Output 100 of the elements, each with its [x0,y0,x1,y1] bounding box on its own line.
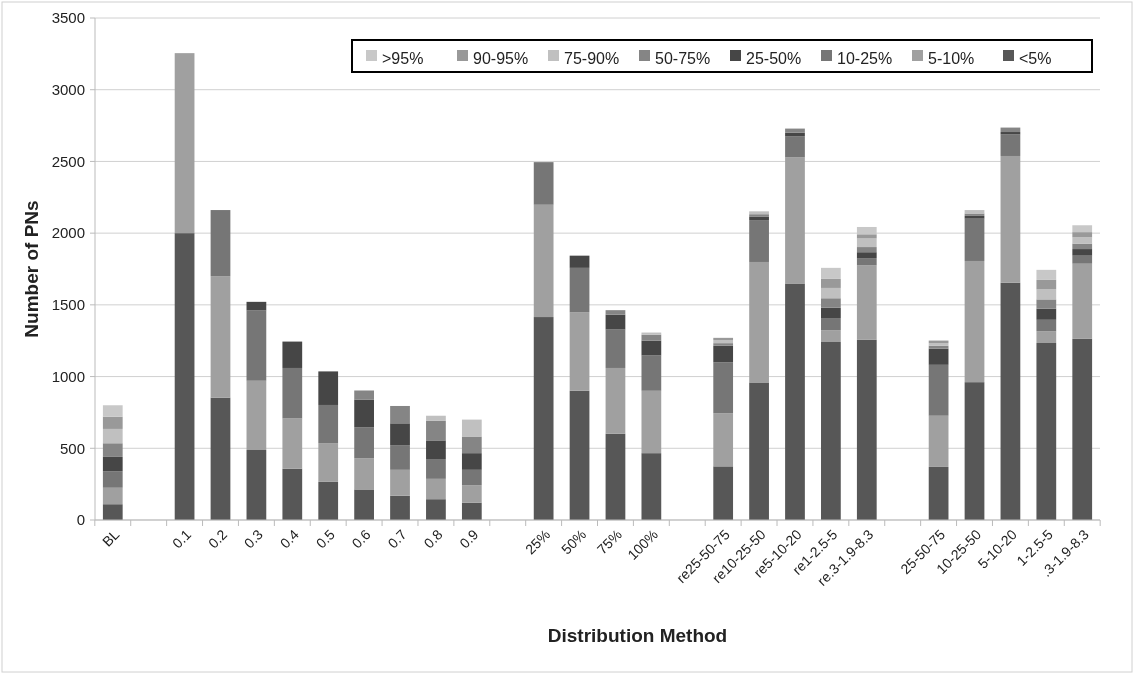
bar [821,307,841,319]
bar [856,247,877,253]
bar [1072,338,1093,520]
bar [1000,282,1021,520]
bar [533,204,554,318]
bar [246,380,267,451]
bar [569,255,590,268]
bar [390,495,410,520]
bar [1072,237,1093,244]
bar [390,445,410,470]
bar [318,404,339,444]
bar [533,317,554,520]
bar [1036,343,1057,520]
legend-label: 10-25% [837,49,893,67]
bar [605,329,626,368]
bar [318,443,339,482]
bar [785,283,805,520]
x-tick-label: 0.8 [420,526,446,552]
bar [1072,243,1093,250]
bar [426,420,446,441]
bar [354,489,374,520]
bar [821,267,841,279]
bar [318,371,339,405]
bar [390,405,410,424]
bar [1072,232,1093,238]
bar [605,367,626,434]
bar [928,415,949,467]
bar [713,345,734,363]
bar [1000,134,1021,156]
bar [461,453,482,470]
bar [174,233,195,520]
bar [964,218,985,261]
bar [461,419,482,437]
x-tick-label: 0.1 [169,526,195,552]
bar [318,481,339,520]
y-tick-label: 0 [76,511,85,529]
bar [821,287,841,299]
bar [461,469,482,486]
x-axis-title: Distribution Method [547,625,728,646]
bar [928,348,949,365]
bar [354,458,374,490]
bar [928,466,949,520]
bar [569,390,590,520]
bar [1036,319,1057,332]
bar [1000,155,1021,283]
bar [713,362,734,414]
y-tick-label: 1500 [51,296,85,314]
bar [641,390,662,454]
y-tick-label: 2500 [51,152,85,170]
y-axis-title: Number of PNs [21,200,42,338]
legend-label: <5% [1019,49,1052,67]
bar [461,436,482,454]
legend-label: 90-95% [473,49,529,67]
bar [426,415,446,421]
bar [821,278,841,288]
bar [102,471,123,488]
bar [1072,263,1093,339]
legend-label: >95% [382,49,424,67]
bar [102,456,123,472]
x-tick-label: BL [98,526,123,550]
bar [856,252,877,259]
bar [282,418,303,469]
bar [390,423,410,446]
y-tick-label: 3500 [51,9,85,27]
bar [1036,299,1057,309]
x-tick-label: 0.6 [348,526,374,552]
bar [533,162,554,205]
bar [821,342,841,520]
bar [964,260,985,383]
bar [856,238,877,248]
bar [569,267,590,313]
bar [1036,331,1057,344]
bar [605,310,626,315]
bar [749,220,769,262]
bar [246,310,267,381]
bar [641,355,662,391]
bar [713,337,734,340]
bar [785,157,805,284]
bar [713,466,734,520]
bar [426,478,446,500]
bar [641,340,662,356]
bar [102,428,123,444]
bar [1072,249,1093,256]
bar [856,258,877,266]
y-tick-label: 1000 [51,367,85,385]
bar [821,318,841,331]
y-tick-label: 3000 [51,80,85,98]
y-tick-label: 500 [59,439,85,457]
bar [1036,289,1057,300]
bar [102,416,123,429]
x-tick-label: 0.5 [312,526,338,552]
legend-label: 25-50% [746,49,802,67]
bar [461,502,482,520]
bar [1036,308,1057,320]
legend-label: 5-10% [928,49,975,67]
bar [569,312,590,391]
bar [964,382,985,520]
bar [785,128,805,133]
bar [1036,279,1057,290]
bar [928,364,949,416]
